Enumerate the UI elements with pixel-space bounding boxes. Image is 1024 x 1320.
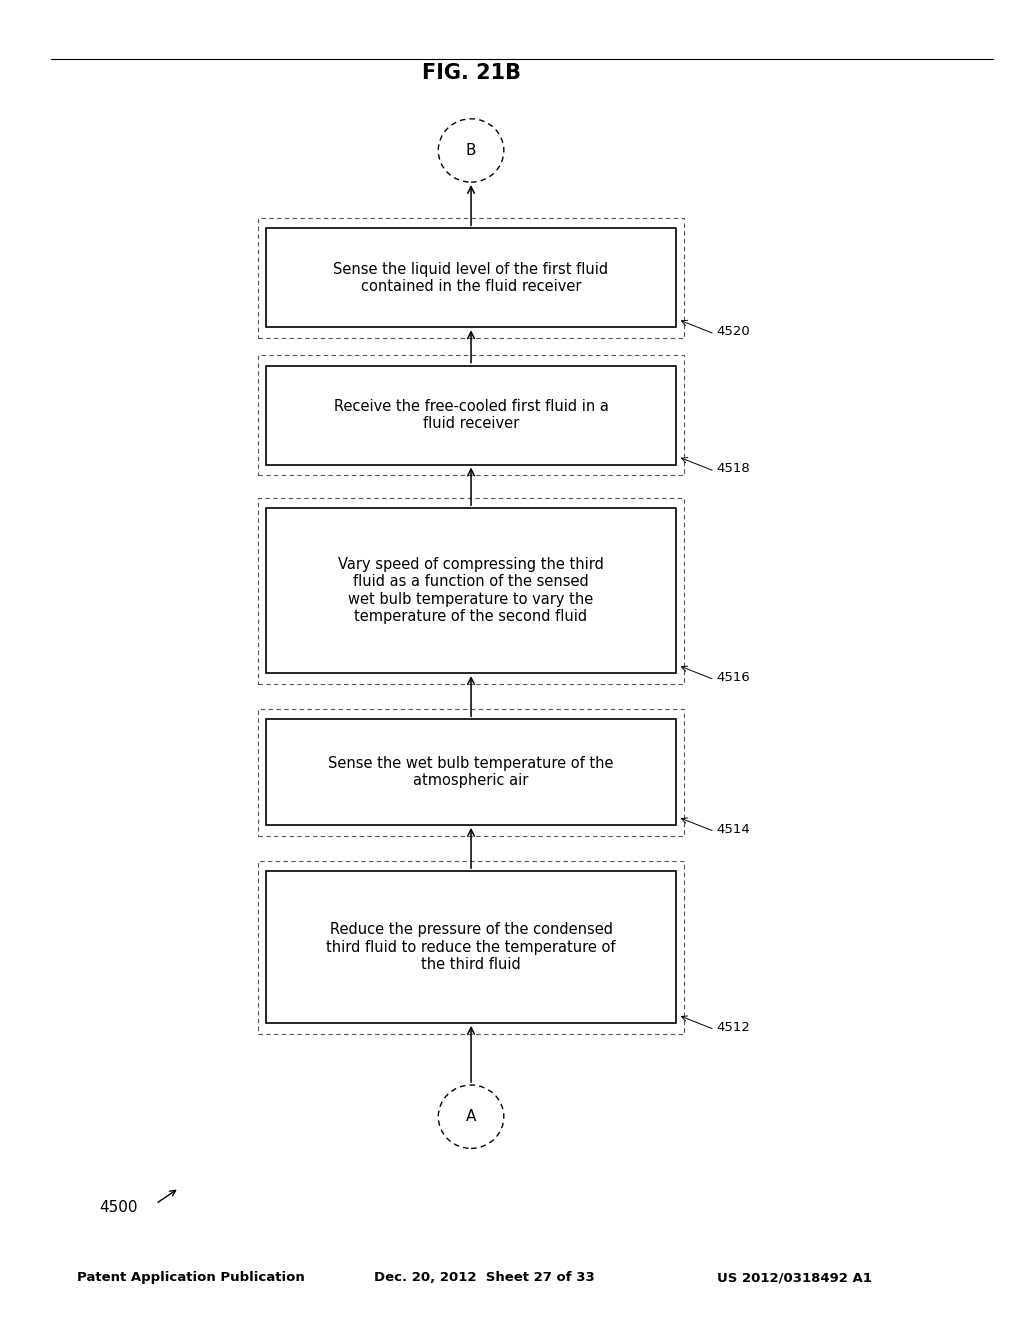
Text: Vary speed of compressing the third
fluid as a function of the sensed
wet bulb t: Vary speed of compressing the third flui… <box>338 557 604 624</box>
Text: 4500: 4500 <box>99 1200 138 1216</box>
Text: 4514: 4514 <box>717 822 751 836</box>
Text: A: A <box>466 1109 476 1125</box>
Bar <box>258 218 684 338</box>
Text: 4518: 4518 <box>717 462 751 475</box>
Bar <box>266 228 676 327</box>
Ellipse shape <box>438 1085 504 1148</box>
Text: FIG. 21B: FIG. 21B <box>422 62 520 83</box>
Text: Receive the free-cooled first fluid in a
fluid receiver: Receive the free-cooled first fluid in a… <box>334 399 608 432</box>
Text: Sense the wet bulb temperature of the
atmospheric air: Sense the wet bulb temperature of the at… <box>329 756 613 788</box>
Bar <box>266 508 676 673</box>
Text: Reduce the pressure of the condensed
third fluid to reduce the temperature of
th: Reduce the pressure of the condensed thi… <box>327 923 615 972</box>
Bar <box>258 498 684 684</box>
Text: 4512: 4512 <box>717 1020 751 1034</box>
Text: 4516: 4516 <box>717 671 751 684</box>
Text: Dec. 20, 2012  Sheet 27 of 33: Dec. 20, 2012 Sheet 27 of 33 <box>374 1271 595 1284</box>
Bar <box>266 871 676 1023</box>
Bar <box>258 355 684 475</box>
Text: US 2012/0318492 A1: US 2012/0318492 A1 <box>717 1271 871 1284</box>
Text: Patent Application Publication: Patent Application Publication <box>77 1271 304 1284</box>
Bar <box>258 709 684 836</box>
Text: 4520: 4520 <box>717 325 751 338</box>
Ellipse shape <box>438 119 504 182</box>
Text: Sense the liquid level of the first fluid
contained in the fluid receiver: Sense the liquid level of the first flui… <box>334 261 608 294</box>
Text: B: B <box>466 143 476 158</box>
Bar <box>258 861 684 1034</box>
Bar <box>266 366 676 465</box>
Bar <box>266 719 676 825</box>
